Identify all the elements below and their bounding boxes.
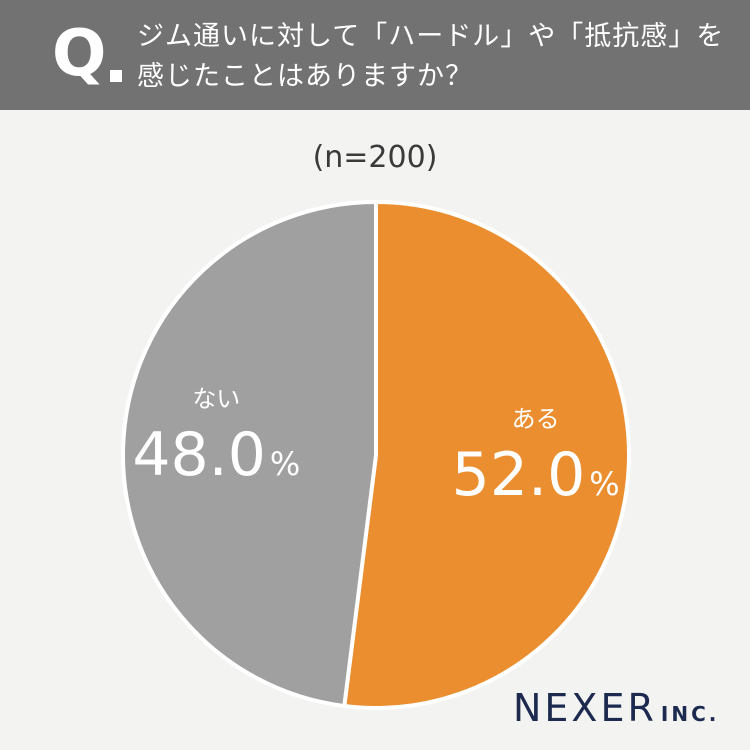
logo-suffix: INC.	[660, 702, 720, 726]
question-text: ジム通いに対して「ハードル」や「抵抗感」を 感じたことはありますか？	[137, 17, 737, 97]
slice-label-2: ない	[192, 385, 240, 413]
pie-slice-2	[121, 200, 378, 709]
q-dot-icon	[110, 70, 122, 82]
logo-name: NEXER	[513, 686, 657, 730]
slice-value-1: 52.0%	[452, 440, 620, 510]
question-line-2: 感じたことはありますか？	[137, 61, 473, 92]
sample-size: (n=200)	[312, 140, 438, 175]
question-line-1: ジム通いに対して「ハードル」や「抵抗感」を	[137, 21, 725, 52]
company-logo: NEXER INC.	[513, 686, 719, 730]
pie-slice-1	[342, 200, 631, 710]
slice-value-2: 48.0%	[132, 420, 300, 490]
q-mark: Q	[52, 17, 107, 91]
slice-label-1: ある	[512, 405, 560, 433]
question-header: Q ジム通いに対して「ハードル」や「抵抗感」を 感じたことはありますか？	[0, 0, 750, 110]
